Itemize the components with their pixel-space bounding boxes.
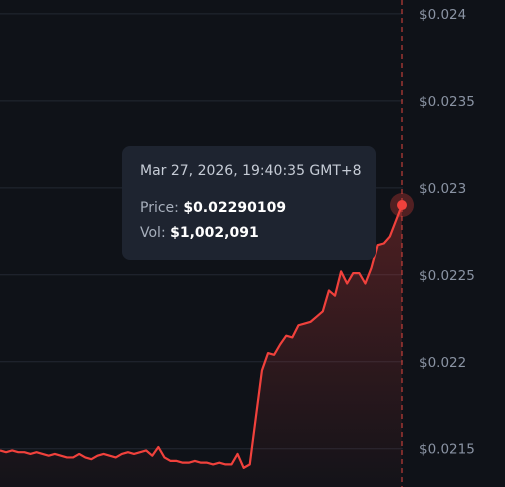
price-line <box>0 204 404 469</box>
tooltip: Mar 27, 2026, 19:40:35 GMT+8 Price: $0.0… <box>122 146 376 260</box>
y-tick-label: $0.0225 <box>419 268 475 284</box>
hover-point-group <box>390 193 414 218</box>
y-tick-label: $0.022 <box>419 355 466 371</box>
tooltip-price-label: Price: <box>140 200 179 216</box>
tooltip-price-row: Price: $0.02290109 <box>140 196 358 221</box>
hover-point[interactable] <box>397 200 407 211</box>
tooltip-vol-label: Vol: <box>140 225 166 241</box>
y-tick-label: $0.0235 <box>419 94 475 110</box>
y-tick-label: $0.0215 <box>419 442 475 458</box>
price-line-group <box>0 204 404 469</box>
price-area <box>0 205 402 487</box>
tooltip-vol-row: Vol: $1,002,091 <box>140 221 358 246</box>
y-tick-label: $0.024 <box>419 7 466 23</box>
tooltip-vol-value: $1,002,091 <box>170 225 259 241</box>
tooltip-price-value: $0.02290109 <box>183 200 287 216</box>
area-fill <box>0 205 402 487</box>
tooltip-date: Mar 27, 2026, 19:40:35 GMT+8 <box>140 163 362 179</box>
y-tick-label: $0.023 <box>419 181 466 197</box>
y-axis: $0.024 $0.0235 $0.023 $0.0225 $0.022 $0.0215 <box>419 7 475 458</box>
